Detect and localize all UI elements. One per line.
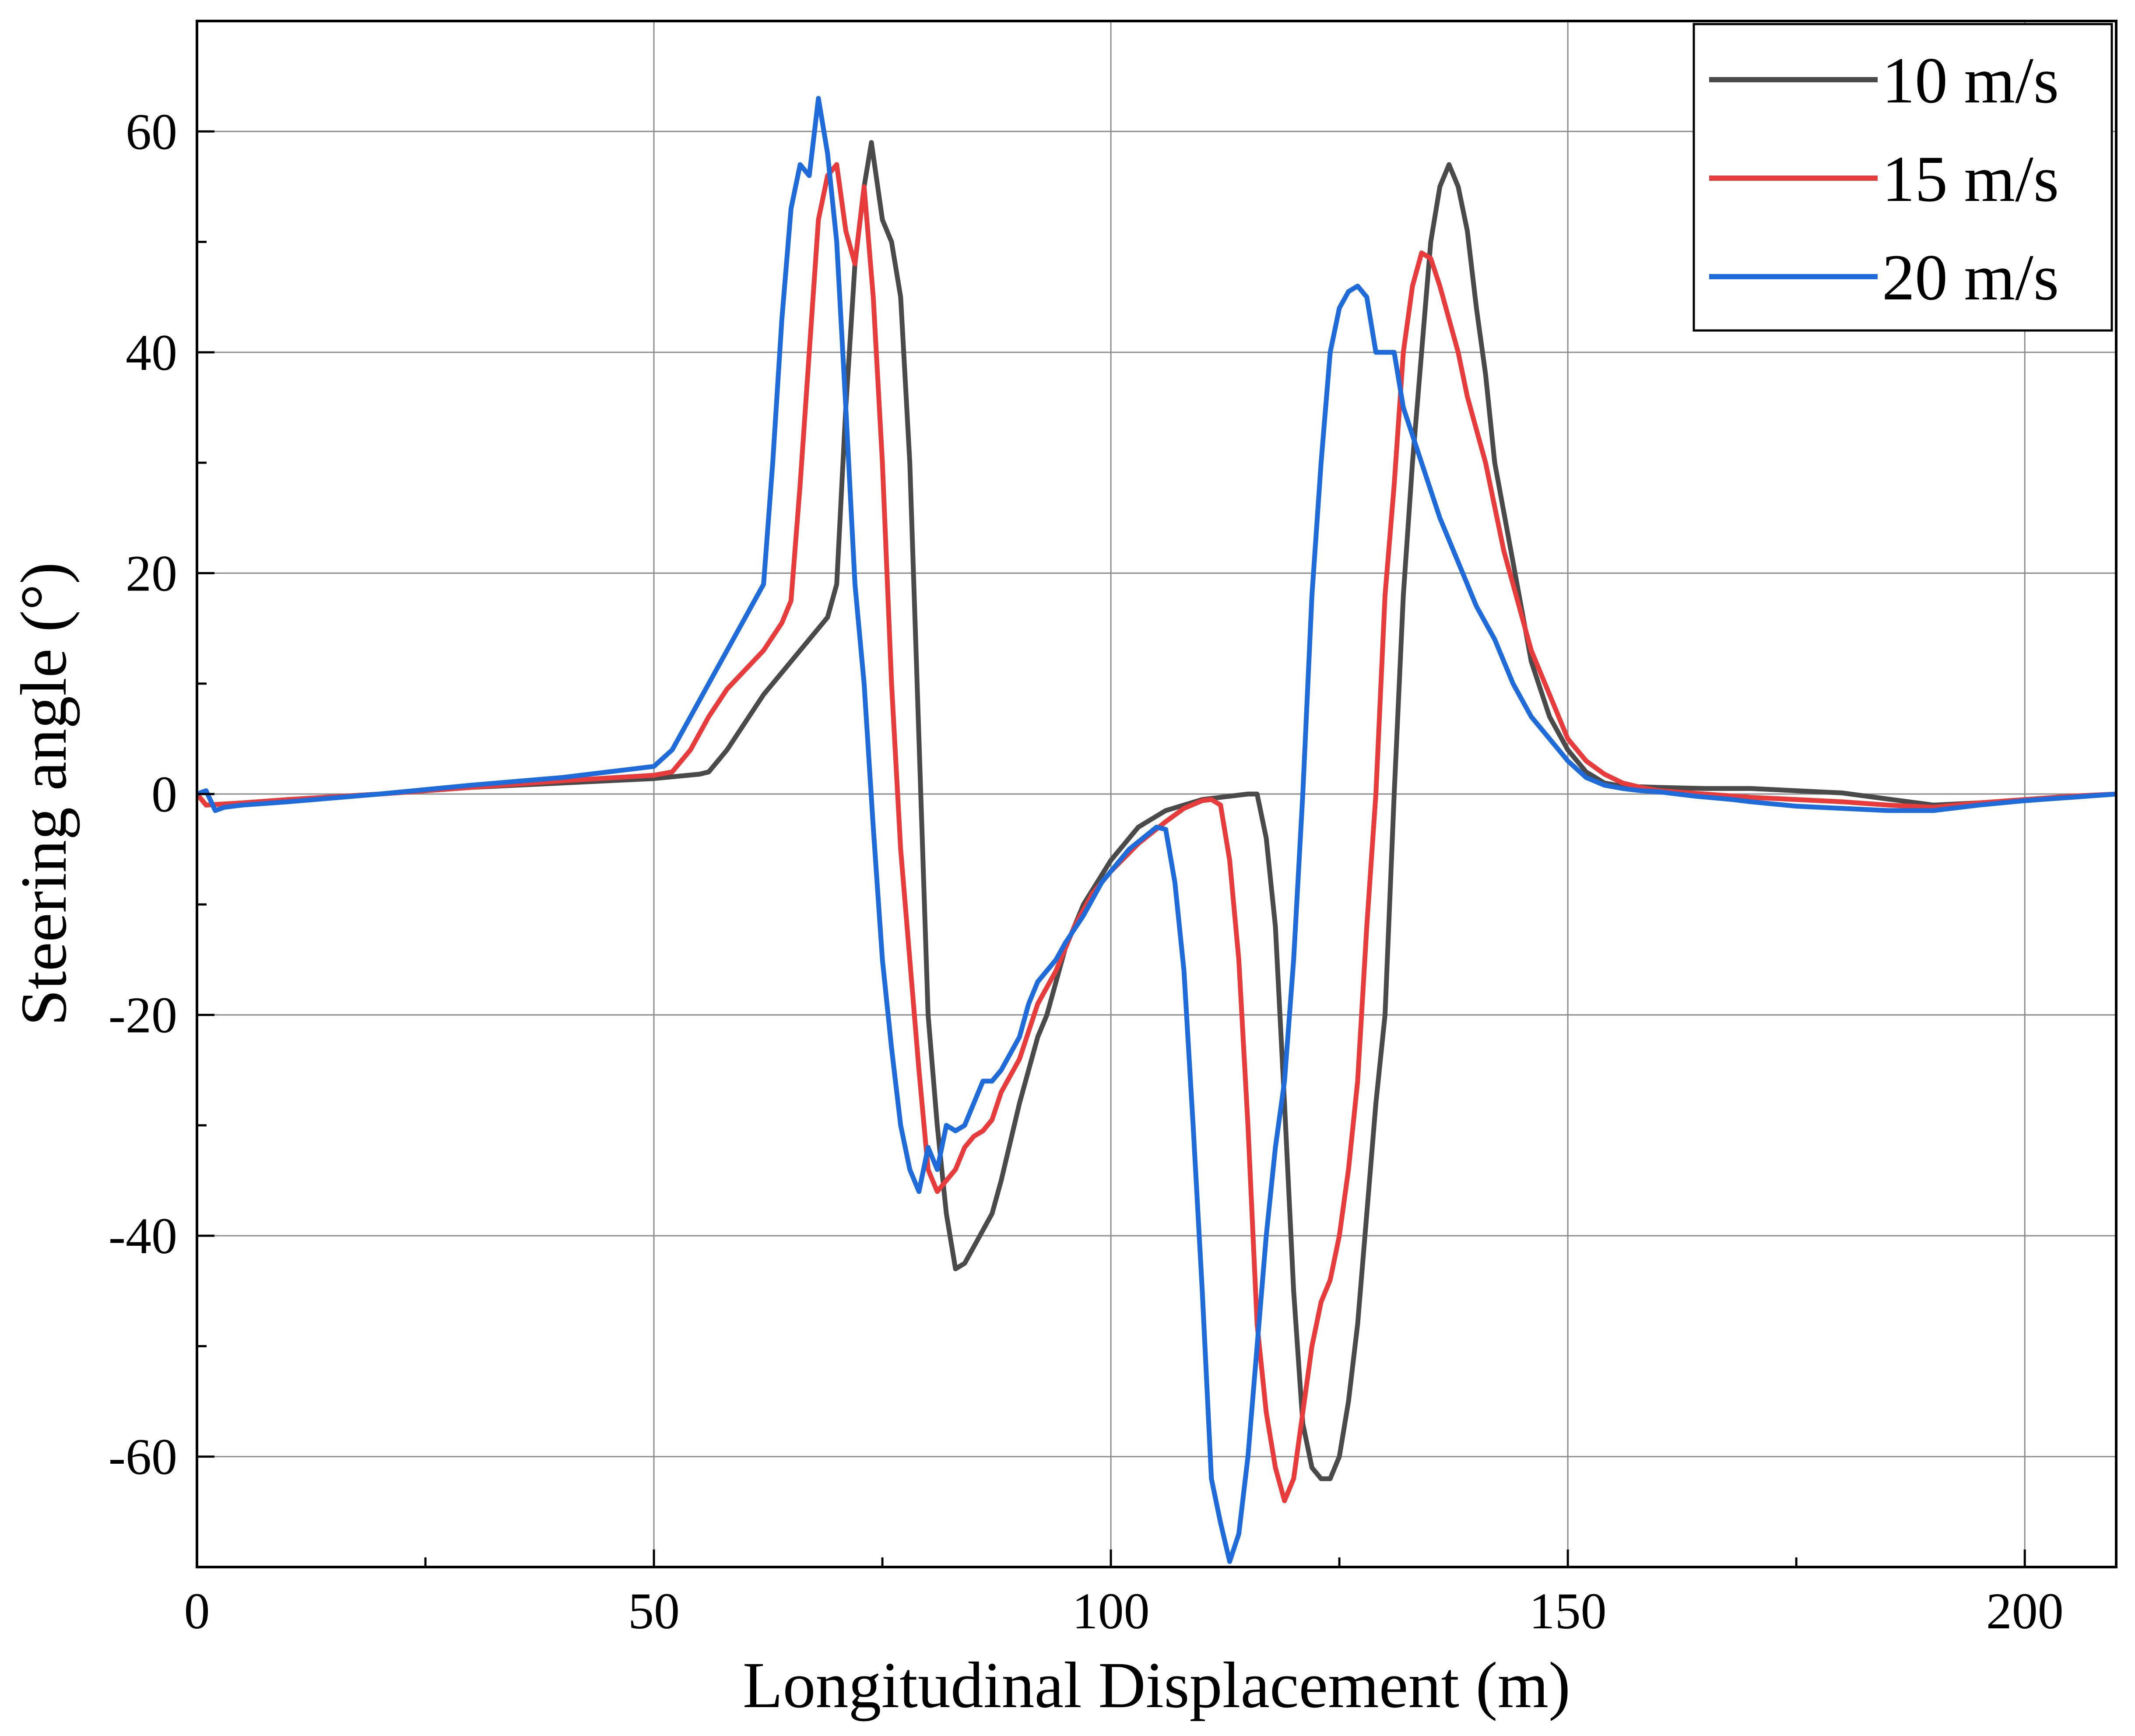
y-tick-label: 20 (126, 545, 177, 602)
x-tick-label: 200 (1986, 1582, 2064, 1640)
grid-lines (196, 21, 2116, 1567)
y-axis-label: Steering angle (°) (7, 562, 80, 1026)
series-line-1 (197, 162, 2116, 1504)
series-lines (197, 96, 2116, 1564)
x-tick-label: 0 (184, 1582, 210, 1640)
legend: 10 m/s 15 m/s 20 m/s (1693, 23, 2113, 332)
y-tick-label: 0 (151, 766, 177, 823)
series-line-0 (197, 140, 2116, 1481)
y-tick-label: 60 (126, 103, 177, 160)
legend-label-15ms: 15 m/s (1882, 143, 2059, 215)
y-tick-label: -40 (109, 1207, 177, 1265)
axis-ticks: 0 50 100 150 200 -60 -40 -20 0 20 40 60 (109, 20, 2064, 1640)
legend-label-10ms: 10 m/s (1882, 44, 2059, 117)
y-tick-label: -60 (109, 1428, 177, 1486)
y-tick-label: -20 (109, 987, 177, 1044)
x-tick-label: 50 (628, 1582, 680, 1640)
x-tick-label: 150 (1529, 1582, 1607, 1640)
y-tick-label: 40 (126, 324, 177, 381)
x-axis-label: Longitudinal Displacement (m) (743, 1649, 1570, 1722)
legend-label-20ms: 20 m/s (1882, 241, 2059, 314)
series-line-2 (197, 96, 2116, 1564)
x-tick-label: 100 (1072, 1582, 1150, 1640)
